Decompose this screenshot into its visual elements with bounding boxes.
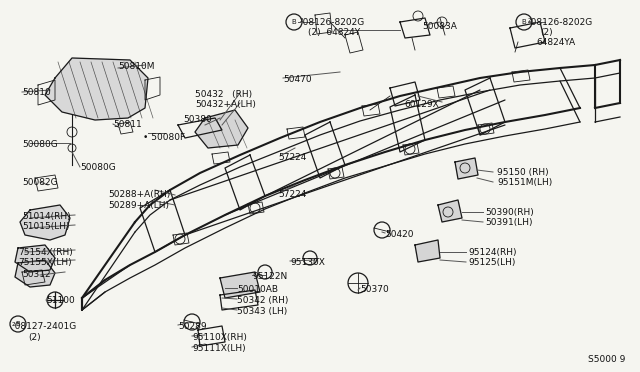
Text: 50083A: 50083A	[422, 22, 457, 31]
Text: 50470: 50470	[283, 75, 312, 84]
Text: B: B	[522, 19, 526, 25]
Polygon shape	[15, 260, 55, 287]
Text: 60129X: 60129X	[404, 100, 439, 109]
Polygon shape	[20, 205, 70, 240]
Polygon shape	[438, 200, 462, 222]
Text: 50811: 50811	[113, 120, 141, 129]
Text: • 50080F: • 50080F	[143, 133, 185, 142]
Text: 50810M: 50810M	[118, 62, 154, 71]
Text: 50080G: 50080G	[22, 140, 58, 149]
Text: 50010AB: 50010AB	[237, 285, 278, 294]
Text: ²08127-2401G: ²08127-2401G	[12, 322, 77, 331]
Text: 57224: 57224	[278, 190, 307, 199]
Text: 50289: 50289	[178, 322, 207, 331]
Text: 50080G: 50080G	[80, 163, 116, 172]
Text: 95125(LH): 95125(LH)	[468, 258, 515, 267]
Text: S5000 9: S5000 9	[588, 355, 625, 364]
Polygon shape	[455, 158, 478, 179]
Text: 95150 (RH): 95150 (RH)	[497, 168, 548, 177]
Text: 50432+A(LH): 50432+A(LH)	[195, 100, 256, 109]
Text: B: B	[15, 321, 20, 327]
Text: (2): (2)	[540, 28, 552, 37]
Text: 50288+A(RH): 50288+A(RH)	[108, 190, 170, 199]
Text: 50342 (RH): 50342 (RH)	[237, 296, 289, 305]
Text: 64824YA: 64824YA	[536, 38, 575, 47]
Text: ²08126-8202G: ²08126-8202G	[300, 18, 365, 27]
Polygon shape	[45, 58, 148, 120]
Text: 50370: 50370	[360, 285, 388, 294]
Text: 51014(RH): 51014(RH)	[22, 212, 70, 221]
Text: 95151M(LH): 95151M(LH)	[497, 178, 552, 187]
Text: 57224: 57224	[278, 153, 307, 162]
Text: 95111X(LH): 95111X(LH)	[192, 344, 246, 353]
Text: 95122N: 95122N	[252, 272, 287, 281]
Text: 95124(RH): 95124(RH)	[468, 248, 516, 257]
Text: 95130X: 95130X	[290, 258, 325, 267]
Polygon shape	[415, 240, 440, 262]
Text: 50420: 50420	[385, 230, 413, 239]
Text: 50380: 50380	[183, 115, 212, 124]
Text: ²08126-8202G: ²08126-8202G	[528, 18, 593, 27]
Text: 75154X(RH): 75154X(RH)	[18, 248, 73, 257]
Text: (2)  64824Y: (2) 64824Y	[308, 28, 360, 37]
Text: 50289+A(LH): 50289+A(LH)	[108, 201, 169, 210]
Text: 50432   (RH): 50432 (RH)	[195, 90, 252, 99]
Text: 51015(LH): 51015(LH)	[22, 222, 70, 231]
Text: B: B	[292, 19, 296, 25]
Polygon shape	[220, 272, 260, 298]
Polygon shape	[195, 110, 248, 148]
Text: 50082G: 50082G	[22, 178, 58, 187]
Text: 50343 (LH): 50343 (LH)	[237, 307, 287, 316]
Text: (2): (2)	[28, 333, 40, 342]
Text: 50312: 50312	[22, 270, 51, 279]
Text: 75155X(LH): 75155X(LH)	[18, 258, 72, 267]
Text: 50391(LH): 50391(LH)	[485, 218, 532, 227]
Polygon shape	[15, 245, 55, 272]
Text: 50390(RH): 50390(RH)	[485, 208, 534, 217]
Text: 50810: 50810	[22, 88, 51, 97]
Text: 51100: 51100	[46, 296, 75, 305]
Text: 95110X(RH): 95110X(RH)	[192, 333, 247, 342]
